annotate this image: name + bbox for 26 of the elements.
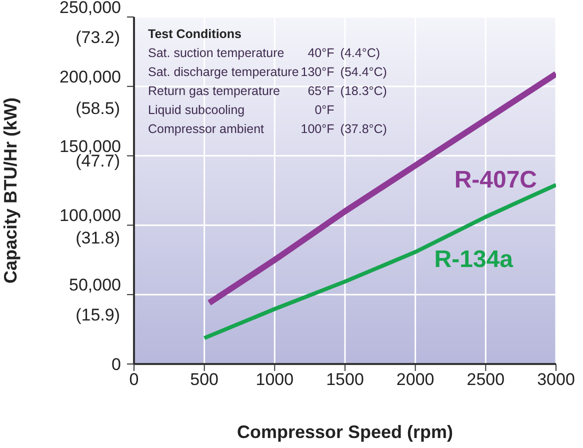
y2-tick-label: (58.5) — [76, 99, 120, 118]
y2-tick-label: (15.9) — [76, 306, 120, 325]
x-axis-title: Compressor Speed (rpm) — [236, 422, 454, 442]
y-tick-label: 250,000 — [60, 0, 121, 17]
text: Liquid subcooling 0°F — [148, 103, 334, 117]
y-tick-label: 50,000 — [69, 276, 121, 295]
x-tick-label: 1000 — [256, 370, 294, 390]
x-tick-label: 2000 — [396, 370, 434, 390]
x-tick-label: 3000 — [537, 370, 575, 390]
x-tick-label: 500 — [190, 370, 219, 390]
y-tick-label: 100,000 — [60, 206, 121, 226]
x-tick-label: 2500 — [466, 370, 505, 390]
text: Return gas temperature 65°F (18.3°C) — [148, 84, 387, 98]
y2-tick-label: (73.2) — [76, 28, 120, 47]
annotation: Test Conditions — [148, 26, 243, 43]
y-tick-label: 0 — [112, 355, 121, 374]
y-axis-title: Capacity BTU/Hr (kW) — [0, 97, 20, 284]
series-label: R-134a — [434, 246, 514, 273]
y-tick-label: 200,000 — [60, 67, 121, 86]
annotation: Sat. discharge temperature 130°F (54.4°C) — [148, 64, 387, 81]
text: Sat. suction temperature 40°F (4.4°C) — [148, 46, 380, 60]
x-tick-label: 0 — [129, 370, 139, 390]
text: Compressor ambient 100°F (37.8°C) — [148, 122, 387, 136]
series-label: R-407C — [454, 166, 538, 194]
y2-tick-label: (31.8) — [76, 228, 120, 248]
x-tick-label: 1500 — [326, 370, 364, 390]
